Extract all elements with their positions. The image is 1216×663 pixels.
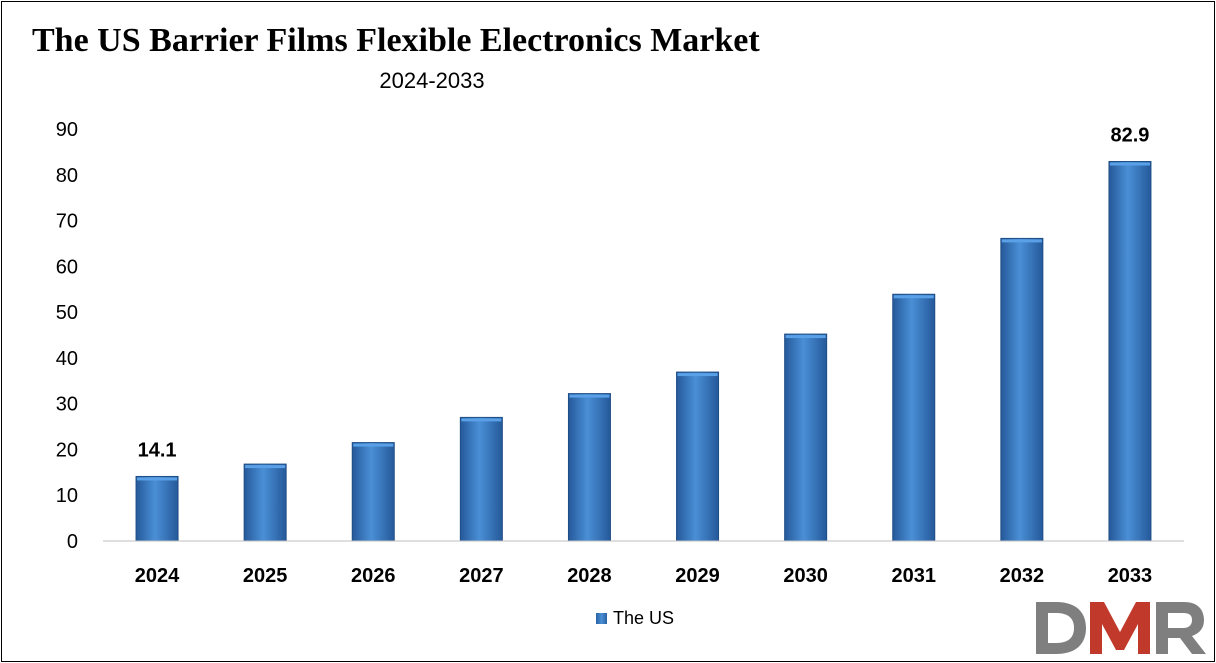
bar-top-highlight [461, 418, 502, 422]
chart-title: The US Barrier Films Flexible Electronic… [32, 22, 760, 59]
bar-2032 [1000, 237, 1044, 542]
bar-top-highlight [353, 443, 394, 447]
dmr-logo-m [1090, 602, 1150, 654]
x-tick-label: 2028 [567, 565, 612, 587]
bar-2024 [135, 475, 179, 542]
bar-2031 [892, 293, 936, 542]
dmr-logo [1036, 602, 1206, 654]
bar-top-highlight [677, 373, 718, 377]
y-tick-label: 90 [56, 119, 78, 141]
x-tick-label: 2030 [783, 565, 828, 587]
data-label: 82.9 [1110, 125, 1149, 147]
legend-swatch [596, 613, 607, 624]
y-tick-label: 60 [56, 256, 78, 278]
y-tick-label: 0 [67, 531, 78, 553]
legend-label: The US [613, 608, 675, 628]
legend: The US [596, 608, 674, 629]
x-tick-label: 2033 [1108, 565, 1153, 587]
x-tick-label: 2025 [243, 565, 288, 587]
x-tick-label: 2026 [351, 565, 396, 587]
bar-top-highlight [785, 335, 826, 339]
x-tick-label: 2027 [459, 565, 504, 587]
dmr-logo-d [1036, 602, 1086, 654]
bar-top-highlight [137, 477, 178, 481]
bar-2030 [784, 333, 828, 542]
bar-top-highlight [1109, 162, 1150, 166]
data-label: 14.1 [138, 439, 177, 461]
chart-subtitle: 2024-2033 [379, 68, 485, 93]
dmr-logo-r [1156, 602, 1206, 654]
y-tick-label: 80 [56, 165, 78, 187]
x-tick-label: 2029 [675, 565, 720, 587]
bar-2027 [459, 416, 503, 542]
y-tick-label: 10 [56, 485, 78, 507]
y-tick-label: 50 [56, 302, 78, 324]
bar-2033 [1108, 161, 1152, 542]
y-tick-label: 70 [56, 211, 78, 233]
bar-top-highlight [1001, 239, 1042, 243]
x-tick-label: 2031 [892, 565, 937, 587]
bars [135, 161, 1152, 542]
x-axis: 2024 2025 2026 2027 2028 2029 2030 2031 2032 2033 [103, 540, 1184, 587]
data-labels: 14.1 82.9 [138, 125, 1150, 462]
bar-top-highlight [245, 465, 286, 469]
y-tick-label: 20 [56, 439, 78, 461]
x-tick-label: 2024 [135, 565, 180, 587]
bar-top-highlight [569, 394, 610, 398]
bar-2029 [676, 371, 720, 542]
y-tick-label: 30 [56, 394, 78, 416]
bar-2028 [567, 393, 611, 542]
bar-2026 [351, 442, 395, 542]
x-tick-label: 2032 [1000, 565, 1045, 587]
y-tick-label: 40 [56, 348, 78, 370]
bar-2025 [243, 463, 287, 542]
bar-top-highlight [893, 295, 934, 299]
y-axis: 0 10 20 30 40 50 60 70 80 90 [56, 119, 78, 553]
